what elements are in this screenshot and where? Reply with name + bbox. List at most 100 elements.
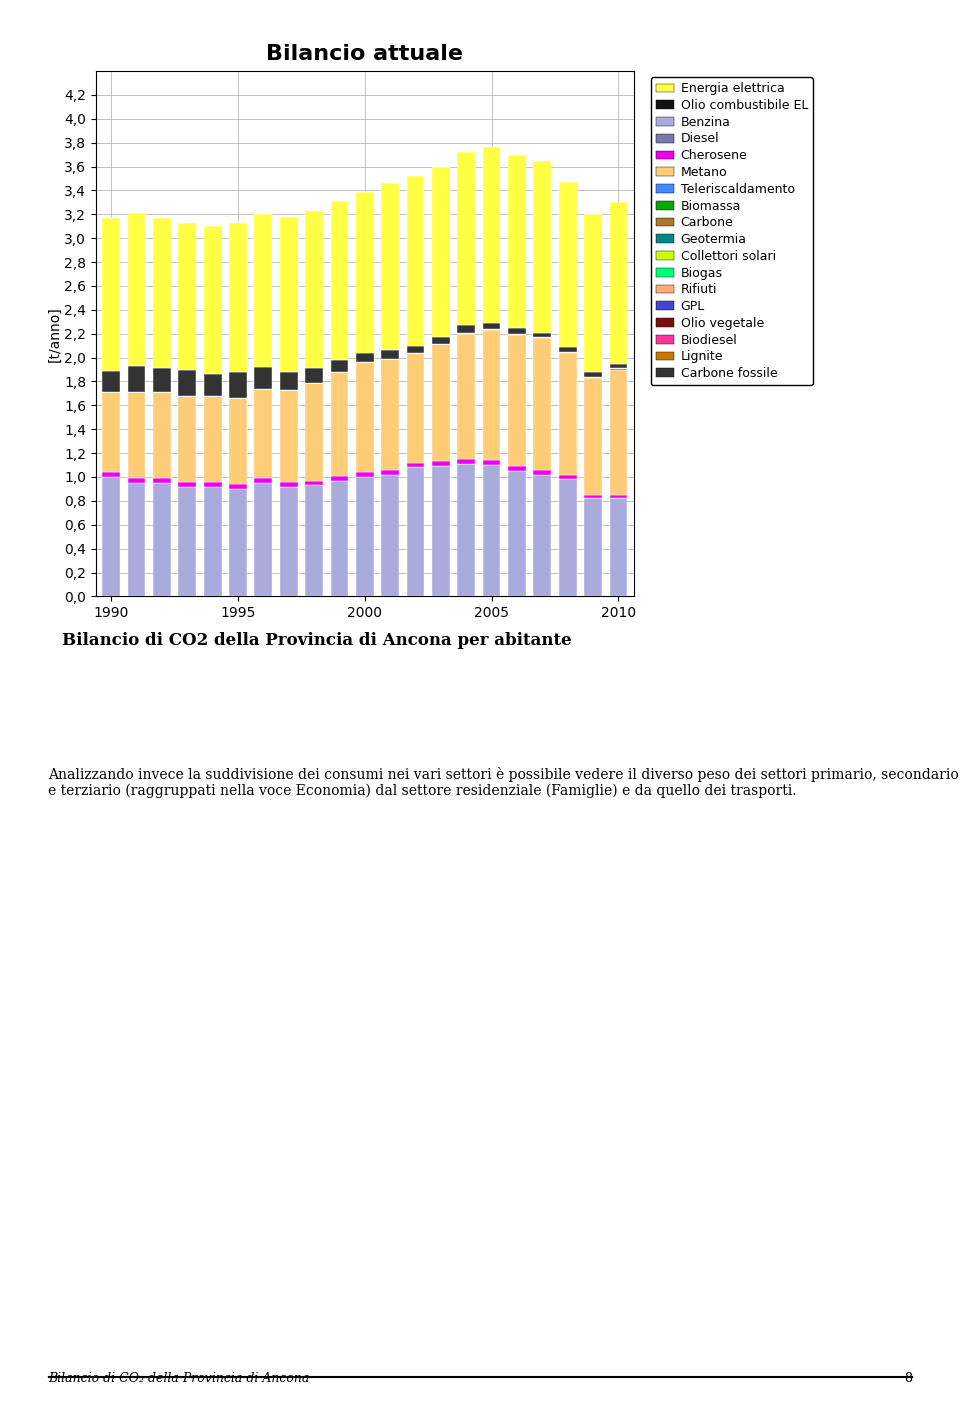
Bar (153, 392, 171, 479)
Bar (432, 462, 449, 466)
Bar (483, 148, 500, 322)
Bar (128, 213, 146, 366)
Bar (330, 359, 348, 372)
Bar (305, 368, 323, 382)
Bar (610, 202, 627, 364)
Bar (407, 345, 424, 352)
Y-axis label: [t/anno]: [t/anno] (47, 305, 61, 362)
Legend: Energia elettrica, Olio combustibile EL, Benzina, Diesel, Cherosene, Metano, Tel: Energia elettrica, Olio combustibile EL,… (651, 77, 813, 385)
Bar (153, 483, 171, 596)
Bar (103, 217, 120, 371)
Bar (254, 389, 273, 479)
Bar (457, 464, 475, 596)
Bar (432, 338, 449, 345)
Bar (179, 481, 196, 487)
Text: Bilancio di CO₂ della Provincia di Ancona: Bilancio di CO₂ della Provincia di Ancon… (48, 1372, 309, 1384)
Bar (305, 486, 323, 596)
Bar (457, 334, 475, 459)
Text: 8: 8 (904, 1372, 912, 1384)
Bar (330, 476, 348, 480)
Bar (407, 463, 424, 467)
Bar (103, 371, 120, 392)
Bar (229, 484, 247, 488)
Bar (254, 483, 273, 596)
Bar (305, 382, 323, 480)
Bar (153, 217, 171, 368)
Bar (128, 483, 146, 596)
Bar (508, 335, 526, 466)
Bar (305, 480, 323, 486)
Bar (280, 481, 298, 487)
Bar (305, 210, 323, 368)
Bar (432, 345, 449, 462)
Bar (457, 325, 475, 332)
Bar (584, 372, 602, 376)
Bar (610, 496, 627, 498)
Bar (508, 328, 526, 334)
Bar (534, 332, 551, 338)
Bar (381, 183, 399, 351)
Bar (128, 479, 146, 483)
Bar (534, 338, 551, 470)
Bar (356, 477, 373, 596)
Bar (229, 372, 247, 398)
Bar (407, 467, 424, 596)
Bar (204, 226, 222, 375)
Bar (610, 369, 627, 496)
Bar (559, 480, 577, 596)
Bar (457, 152, 475, 325)
Bar (584, 214, 602, 372)
Bar (610, 498, 627, 596)
Bar (179, 223, 196, 369)
Bar (534, 160, 551, 332)
Bar (280, 487, 298, 596)
Bar (381, 470, 399, 474)
Bar (330, 202, 348, 359)
Bar (559, 182, 577, 346)
Bar (559, 346, 577, 352)
Bar (229, 488, 247, 596)
Bar (508, 155, 526, 328)
Bar (330, 372, 348, 476)
Bar (483, 322, 500, 329)
Bar (280, 372, 298, 391)
Bar (128, 366, 146, 392)
Bar (153, 479, 171, 483)
Bar (457, 459, 475, 464)
Bar (204, 487, 222, 596)
Bar (407, 176, 424, 345)
Bar (179, 487, 196, 596)
Bar (356, 352, 373, 362)
Bar (432, 466, 449, 596)
Text: Bilancio di CO2 della Provincia di Ancona per abitante: Bilancio di CO2 della Provincia di Ancon… (62, 632, 571, 649)
Bar (483, 466, 500, 596)
Title: Bilancio attuale: Bilancio attuale (266, 44, 464, 64)
Bar (610, 364, 627, 368)
Bar (584, 496, 602, 498)
Bar (229, 223, 247, 372)
Bar (381, 359, 399, 470)
Bar (103, 473, 120, 477)
Bar (254, 214, 273, 368)
Bar (508, 466, 526, 471)
Bar (204, 375, 222, 396)
Bar (153, 368, 171, 392)
Bar (356, 362, 373, 473)
Bar (204, 396, 222, 481)
Bar (483, 329, 500, 460)
Bar (330, 480, 348, 596)
Bar (356, 473, 373, 477)
Bar (432, 166, 449, 338)
Bar (103, 392, 120, 473)
Bar (179, 396, 196, 481)
Bar (254, 479, 273, 483)
Bar (559, 474, 577, 480)
Bar (508, 471, 526, 596)
Bar (254, 368, 273, 389)
Bar (280, 391, 298, 481)
Bar (584, 498, 602, 596)
Bar (204, 481, 222, 487)
Bar (356, 192, 373, 352)
Bar (103, 477, 120, 596)
Bar (179, 369, 196, 396)
